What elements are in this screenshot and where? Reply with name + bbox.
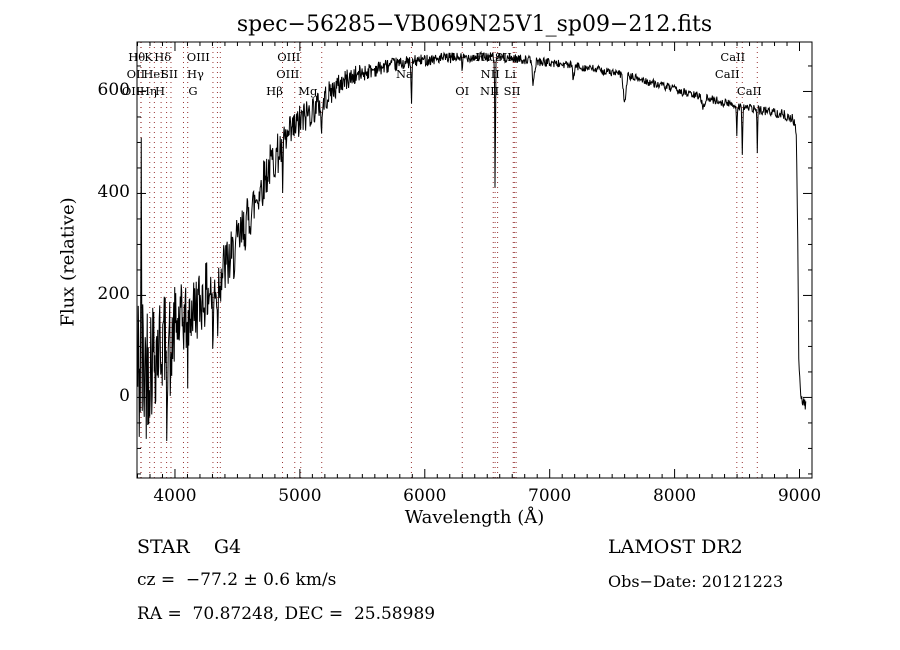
spectral-line-label: NII — [480, 67, 500, 81]
y-tick-label: 600 — [97, 80, 130, 101]
spectral-line-label: Hβ — [266, 84, 283, 98]
spectral-line-label: OII — [121, 84, 141, 98]
spectral-line-label: OII — [126, 67, 146, 81]
spectral-line-label: Hθ — [128, 50, 146, 64]
y-tick-label: 0 — [119, 386, 130, 407]
survey-name-text: LAMOST DR2 — [608, 536, 743, 558]
spectral-line-label: Li — [504, 67, 516, 81]
spectral-line-label: HeI — [143, 67, 165, 81]
y-tick-label: 400 — [97, 182, 130, 203]
x-tick-label: 7000 — [528, 486, 572, 506]
spectral-line-label: SII — [503, 84, 521, 98]
spectral-line-label: NII — [480, 84, 500, 98]
x-tick-label: 9000 — [777, 486, 822, 506]
x-axis-title: Wavelength (Å) — [404, 507, 545, 528]
spectral-line-label: Hγ — [186, 67, 204, 81]
y-axis-title: Flux (relative) — [57, 197, 79, 327]
spectral-line-label: Na — [395, 67, 413, 81]
object-class-text: STAR G4 — [137, 536, 242, 558]
spectral-line-label: OIII — [276, 67, 300, 81]
spectral-line-label: OI — [455, 84, 470, 98]
radial-velocity-text: cz = −77.2 ± 0.6 km/s — [137, 570, 337, 590]
spectral-line-label: SII — [494, 50, 512, 64]
x-tick-label: 6000 — [403, 486, 447, 506]
spectral-line-label: Hα — [475, 50, 494, 64]
spectral-line-label: OIII — [277, 50, 301, 64]
plot-title: spec−56285−VB069N25V1_sp09−212.fits — [236, 12, 713, 37]
y-tick-label: 200 — [97, 284, 130, 305]
spectral-line-label: CaII — [714, 67, 740, 81]
spectral-line-label: K — [144, 50, 153, 64]
x-tick-label: 4000 — [153, 486, 197, 506]
spectral-line-label: Mg — [298, 84, 318, 98]
spectral-line-label: SII — [160, 67, 178, 81]
plot-frame — [136, 41, 813, 479]
spectral-line-label: Hη — [139, 84, 157, 98]
ra-dec-text: RA = 70.87248, DEC = 25.58989 — [137, 604, 436, 624]
spectral-line-label: G — [188, 84, 198, 98]
x-tick-label: 5000 — [278, 486, 322, 506]
spectral-line-label: OIII — [186, 50, 210, 64]
obs-date-text: Obs−Date: 20121223 — [608, 572, 784, 591]
x-tick-label: 8000 — [652, 486, 697, 506]
spectral-line-label: CaII — [720, 50, 746, 64]
spectral-line-label: H — [154, 84, 165, 98]
spectrum-trace — [137, 50, 807, 442]
spectral-line-label: Hδ — [154, 50, 172, 64]
spectral-line-label: CaII — [736, 84, 762, 98]
